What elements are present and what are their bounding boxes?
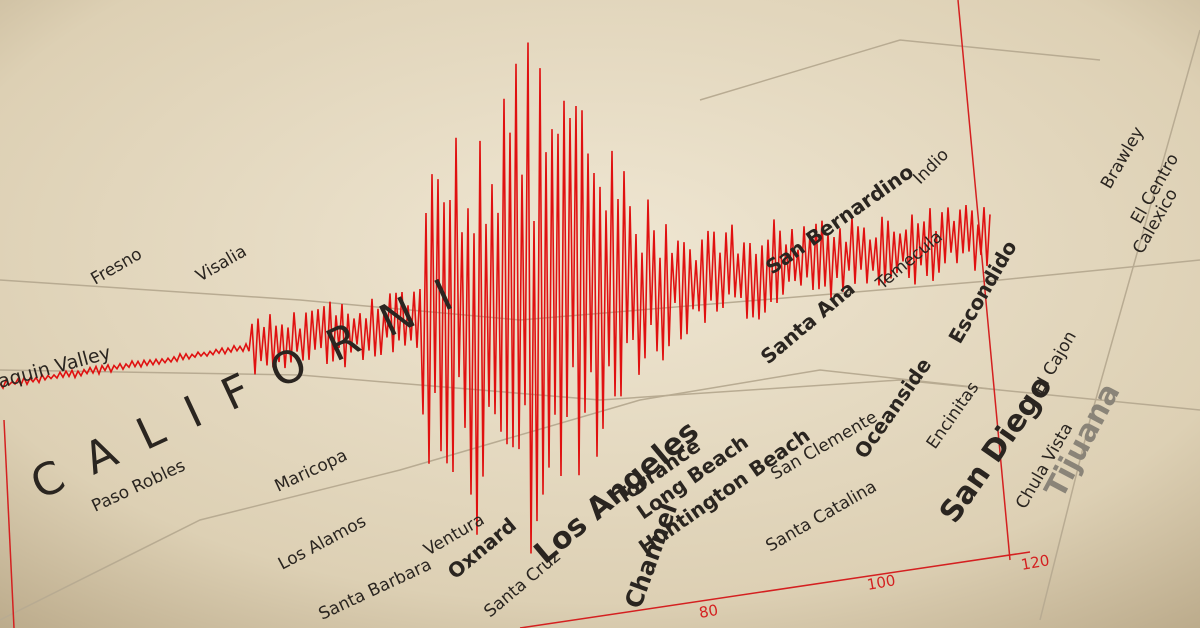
axis-label: 100 xyxy=(866,571,897,594)
axis-label: 80 xyxy=(698,601,720,622)
seismograph-trace xyxy=(0,42,991,554)
seismograph-frame xyxy=(3,0,1031,628)
axis-label: 120 xyxy=(1020,551,1051,574)
